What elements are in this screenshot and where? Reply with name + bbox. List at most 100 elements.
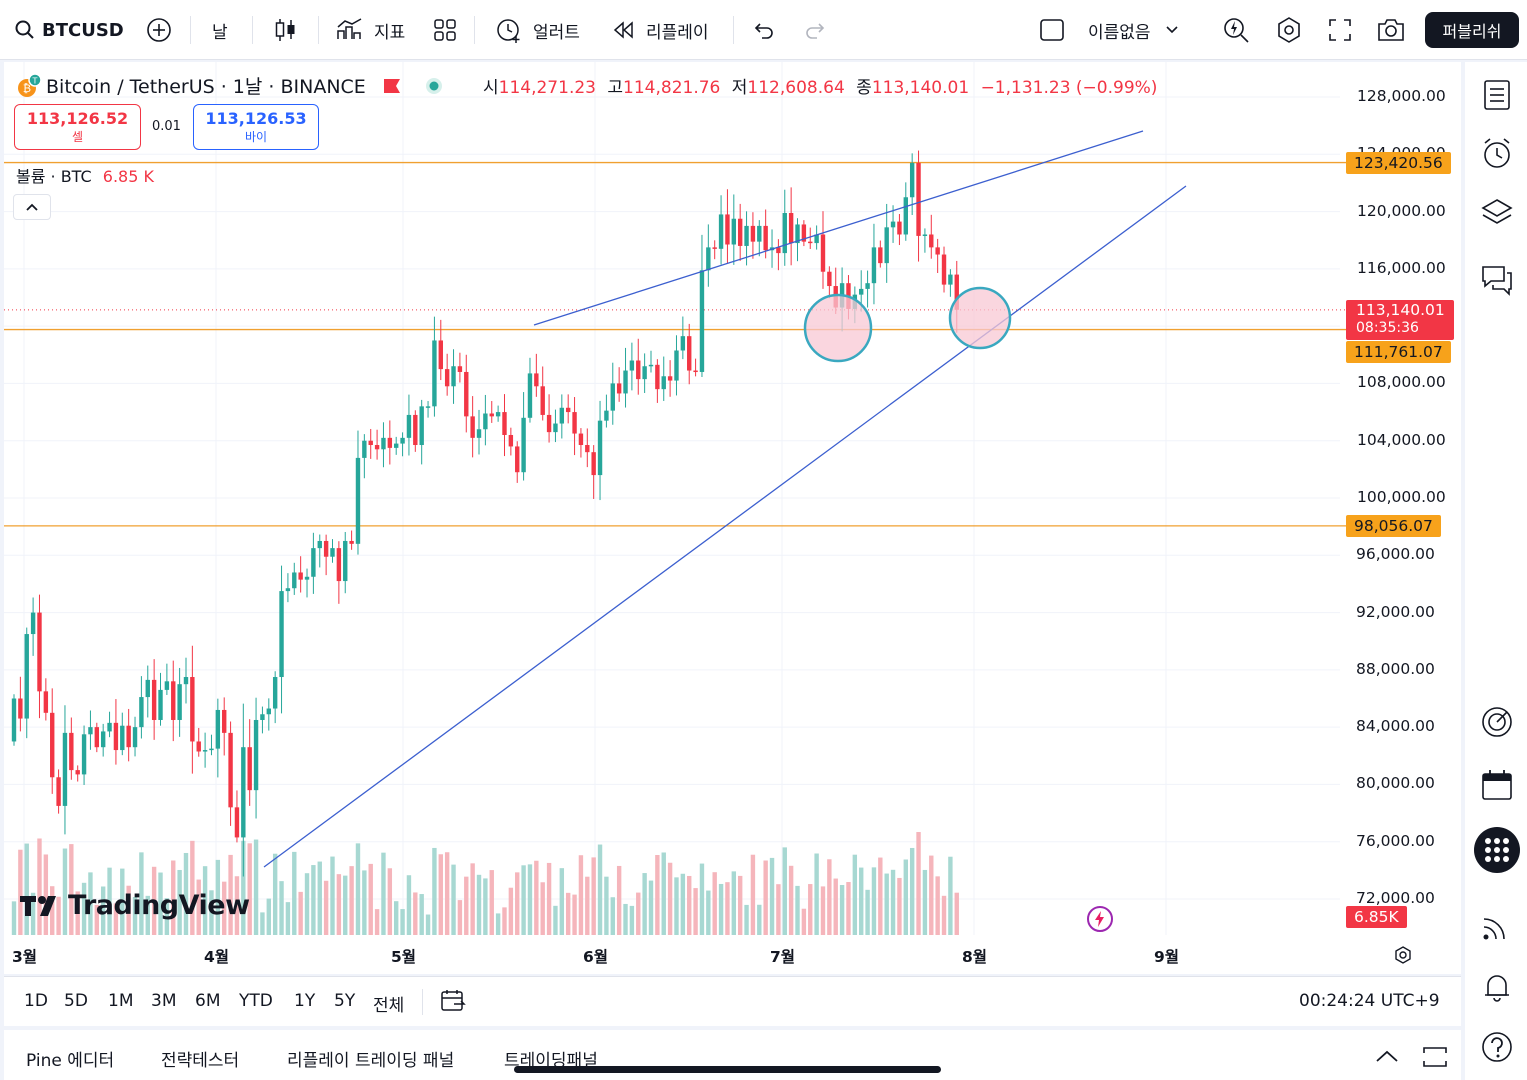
- volume-bar: [374, 909, 380, 935]
- candle-body: [636, 360, 641, 380]
- candle-body: [451, 366, 456, 387]
- candle-body: [909, 162, 915, 198]
- top-toolbar: BTCUSD 날 지표 얼러트 리플레이 이름없음: [0, 0, 1527, 60]
- layouts-button[interactable]: [433, 0, 457, 60]
- candle-body: [757, 225, 762, 242]
- volume-bar: [24, 843, 29, 935]
- alarm-clock-icon[interactable]: [1480, 137, 1514, 171]
- candle-body: [674, 350, 679, 381]
- volume-bar: [597, 844, 603, 935]
- flag-icon[interactable]: [382, 77, 402, 95]
- plus-circle-icon: [147, 18, 171, 42]
- layout-toggle[interactable]: [1039, 0, 1065, 60]
- volume-bar: [11, 901, 17, 935]
- last-price-value: 113,140.01: [1356, 301, 1445, 319]
- volume-bar: [693, 888, 698, 935]
- candle-body: [241, 747, 246, 838]
- candle-body: [916, 162, 921, 236]
- collapse-legend-button[interactable]: [13, 194, 51, 220]
- target-icon[interactable]: [1480, 705, 1514, 739]
- volume-bar: [540, 882, 545, 935]
- volume-bar: [355, 843, 361, 935]
- layers-icon[interactable]: [1480, 195, 1514, 229]
- sell-button[interactable]: 113,126.52 셀: [14, 104, 141, 150]
- timeframe-1d[interactable]: 1D: [24, 991, 48, 1011]
- volume-bar: [655, 855, 660, 935]
- tab-replay-trading-panel[interactable]: 리플레이 트레이딩 패널: [287, 1051, 455, 1071]
- broadcast-icon[interactable]: [1480, 909, 1514, 943]
- volume-bar: [534, 860, 539, 935]
- help-icon[interactable]: [1480, 1030, 1514, 1064]
- publish-button[interactable]: 퍼블리쉬: [1425, 12, 1519, 48]
- candle-body: [343, 540, 348, 582]
- symbol-search[interactable]: BTCUSD: [14, 0, 124, 60]
- timeframe-3m[interactable]: 3M: [151, 991, 177, 1011]
- buy-button[interactable]: 113,126.53 바이: [193, 104, 319, 150]
- snapshot-button[interactable]: [1376, 0, 1406, 60]
- timeframe-ytd[interactable]: YTD: [239, 991, 273, 1011]
- volume-bar: [820, 886, 826, 935]
- volume-bar: [808, 884, 813, 935]
- lightning-badge-icon[interactable]: [1085, 904, 1115, 934]
- maximize-panel-icon[interactable]: [1422, 1046, 1448, 1068]
- chevron-up-icon[interactable]: [1374, 1048, 1400, 1064]
- calendar-range-icon[interactable]: [440, 988, 466, 1014]
- chart-type-button[interactable]: [274, 0, 298, 60]
- candle-body: [190, 677, 195, 742]
- volume-bar: [922, 869, 928, 935]
- layout-name-dropdown[interactable]: 이름없음: [1088, 0, 1179, 60]
- indicators-button[interactable]: 지표: [336, 0, 405, 60]
- tab-pine-editor[interactable]: Pine 에디터: [26, 1051, 115, 1071]
- quick-search-button[interactable]: [1222, 0, 1250, 60]
- bell-icon[interactable]: [1480, 970, 1514, 1004]
- open-label: 시: [483, 78, 499, 98]
- volume-bar: [349, 866, 354, 935]
- timeframe-5d[interactable]: 5D: [64, 991, 88, 1011]
- clock-timezone[interactable]: 00:24:24 UTC+9: [1299, 991, 1440, 1011]
- candle-body: [929, 234, 934, 248]
- volume-bar: [801, 908, 807, 935]
- candle-body: [591, 452, 596, 476]
- volume-bar: [81, 882, 87, 935]
- redo-button[interactable]: [803, 0, 827, 60]
- interval-button[interactable]: 날: [212, 22, 228, 43]
- replay-button[interactable]: 리플레이: [612, 0, 709, 60]
- settings-button[interactable]: [1275, 0, 1303, 60]
- volume-bar: [489, 870, 494, 935]
- axis-settings-icon[interactable]: [1393, 945, 1413, 965]
- chat-icon[interactable]: [1480, 263, 1514, 297]
- sell-label: 셀: [71, 130, 84, 144]
- legend-title[interactable]: Bitcoin / TetherUS · 1날 · BINANCE: [46, 76, 366, 98]
- volume-bar: [890, 869, 896, 935]
- volume-bar: [769, 857, 775, 935]
- sell-price: 113,126.52: [26, 109, 129, 128]
- rising-trendline-support: [263, 185, 1187, 868]
- watchlist-icon[interactable]: [1480, 78, 1514, 112]
- rising-trendline-resistance: [533, 130, 1144, 326]
- candle-body: [585, 445, 590, 453]
- timeframe-all[interactable]: 전체: [373, 996, 405, 1016]
- apps-button[interactable]: [1474, 827, 1520, 873]
- chart-panel[interactable]: [4, 62, 1461, 974]
- compare-button[interactable]: [146, 0, 172, 60]
- volume-bar: [381, 852, 386, 935]
- volume-bar: [884, 873, 889, 935]
- timeframe-1y[interactable]: 1Y: [294, 991, 316, 1011]
- candle-body: [457, 366, 463, 372]
- fullscreen-button[interactable]: [1328, 0, 1352, 60]
- calendar-icon[interactable]: [1480, 768, 1514, 802]
- candle-body: [139, 697, 144, 728]
- candle-body: [81, 734, 87, 775]
- timeframe-1m[interactable]: 1M: [108, 991, 134, 1011]
- volume-bar: [190, 840, 195, 935]
- candle-body: [903, 197, 908, 235]
- undo-button[interactable]: [752, 0, 776, 60]
- tab-strategy-tester[interactable]: 전략테스터: [161, 1051, 240, 1071]
- timeframe-6m[interactable]: 6M: [195, 991, 221, 1011]
- timeframe-5y[interactable]: 5Y: [334, 991, 356, 1011]
- volume-bar: [731, 871, 737, 935]
- volume-bar: [387, 868, 393, 935]
- bottom-panel-tabs: Pine 에디터 전략테스터 리플레이 트레이딩 패널 트레이딩패널: [4, 1030, 1461, 1080]
- alert-button[interactable]: 얼러트: [495, 0, 580, 60]
